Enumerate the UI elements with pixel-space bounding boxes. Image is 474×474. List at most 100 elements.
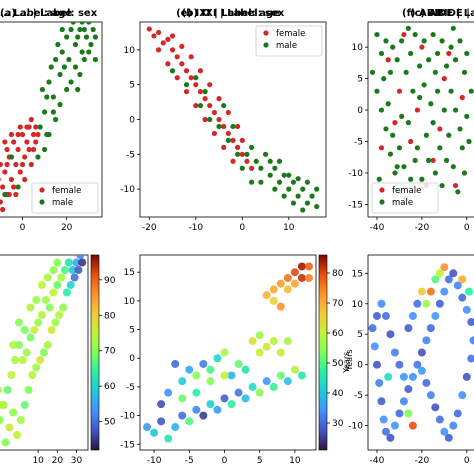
data-point-male	[244, 151, 250, 157]
plot-frame	[139, 254, 317, 451]
data-point-male	[35, 154, 41, 160]
x-tick-label: 0	[464, 223, 470, 233]
data-point-male	[44, 131, 50, 138]
data-point-male	[446, 132, 452, 138]
colorbar-tick-label: 70	[332, 299, 344, 309]
data-point-male	[48, 64, 54, 70]
data-point-male	[88, 41, 94, 48]
data-point-male	[304, 200, 310, 206]
y-tick-label: 5	[129, 326, 135, 336]
data-point-male	[193, 75, 199, 81]
data-point	[206, 400, 215, 409]
data-point-male	[197, 102, 204, 109]
data-point-male	[403, 69, 409, 75]
data-point-female	[183, 68, 190, 74]
data-point-female	[8, 131, 15, 138]
data-point-male	[401, 164, 407, 170]
data-point-male	[41, 109, 48, 115]
data-point	[413, 299, 422, 308]
data-point-male	[66, 56, 72, 63]
data-point-female	[0, 184, 6, 190]
data-point	[283, 285, 292, 294]
data-point-female	[216, 116, 222, 123]
data-point-male	[290, 200, 297, 206]
data-point-male	[300, 186, 306, 192]
data-point	[213, 354, 222, 363]
data-point-male	[448, 88, 454, 94]
data-point-male	[39, 86, 45, 93]
data-point	[178, 377, 187, 386]
data-point-male	[387, 151, 394, 157]
data-point-female	[165, 61, 171, 67]
x-tick-label: -20	[415, 223, 430, 233]
legend: female male	[255, 25, 323, 57]
data-point	[192, 388, 201, 397]
data-point-male	[412, 31, 418, 38]
legend-marker-male	[263, 42, 269, 48]
data-point-female	[378, 145, 385, 151]
data-point-male	[468, 88, 474, 94]
data-point-female	[30, 131, 37, 138]
data-point	[384, 372, 393, 381]
data-point-female	[221, 123, 227, 130]
colorbar	[318, 254, 328, 451]
data-point	[185, 365, 194, 374]
y-tick-label: 15	[124, 268, 135, 278]
data-point-male	[83, 34, 90, 40]
data-point-female	[452, 182, 459, 189]
data-point-male	[53, 56, 59, 63]
data-point-male	[461, 170, 468, 176]
data-point-male	[437, 145, 443, 151]
y-tick-label: 10	[124, 46, 136, 56]
data-point	[408, 311, 417, 320]
data-point-male	[405, 25, 412, 31]
data-point	[381, 427, 390, 436]
data-point-female	[202, 116, 208, 123]
data-point-male	[281, 193, 287, 199]
panel-2: (b) IXI | Label: sex -20 -10 0 10 -10 -5 0 5 10 fe…	[120, 8, 327, 233]
legend-marker-female	[263, 30, 269, 36]
legend-label-female: female	[276, 29, 305, 39]
data-point-female	[13, 191, 19, 198]
data-point	[18, 356, 27, 364]
data-point	[178, 394, 187, 403]
data-point-male	[281, 172, 287, 178]
data-point-male	[249, 144, 255, 150]
panel-title: … Label: age	[0, 8, 72, 19]
data-point-female	[188, 54, 194, 60]
data-point-female	[179, 61, 185, 67]
data-point-female	[156, 47, 162, 53]
data-point	[15, 341, 23, 349]
data-point-female	[26, 146, 32, 153]
data-point	[234, 359, 243, 368]
data-point	[297, 371, 306, 380]
legend-marker-female	[39, 187, 45, 193]
data-point-female	[197, 89, 204, 95]
x-tick-label: -5	[185, 456, 194, 466]
data-point	[206, 365, 215, 374]
data-point	[467, 354, 474, 363]
data-point	[255, 388, 264, 397]
data-point-male	[70, 22, 76, 25]
data-point-male	[426, 57, 432, 63]
data-point-male	[414, 145, 420, 151]
data-point-female	[0, 161, 4, 168]
data-point-male	[267, 158, 273, 164]
data-point	[440, 263, 449, 272]
data-point-female	[408, 138, 414, 145]
data-point-male	[68, 26, 74, 33]
data-point-female	[19, 131, 26, 138]
data-point-male	[75, 86, 81, 93]
panel-1: (a) … | Label: sex 0 20 female male	[0, 8, 103, 233]
x-tick-label: 0	[239, 223, 245, 233]
data-point-male	[262, 151, 269, 157]
data-point-female	[24, 139, 30, 145]
data-point-male	[81, 56, 87, 63]
data-point	[417, 366, 426, 375]
data-point	[395, 360, 404, 369]
legend-box	[31, 182, 99, 214]
data-point	[32, 296, 41, 304]
data-point	[399, 372, 408, 381]
data-point-male	[68, 79, 74, 85]
data-point	[36, 356, 45, 364]
